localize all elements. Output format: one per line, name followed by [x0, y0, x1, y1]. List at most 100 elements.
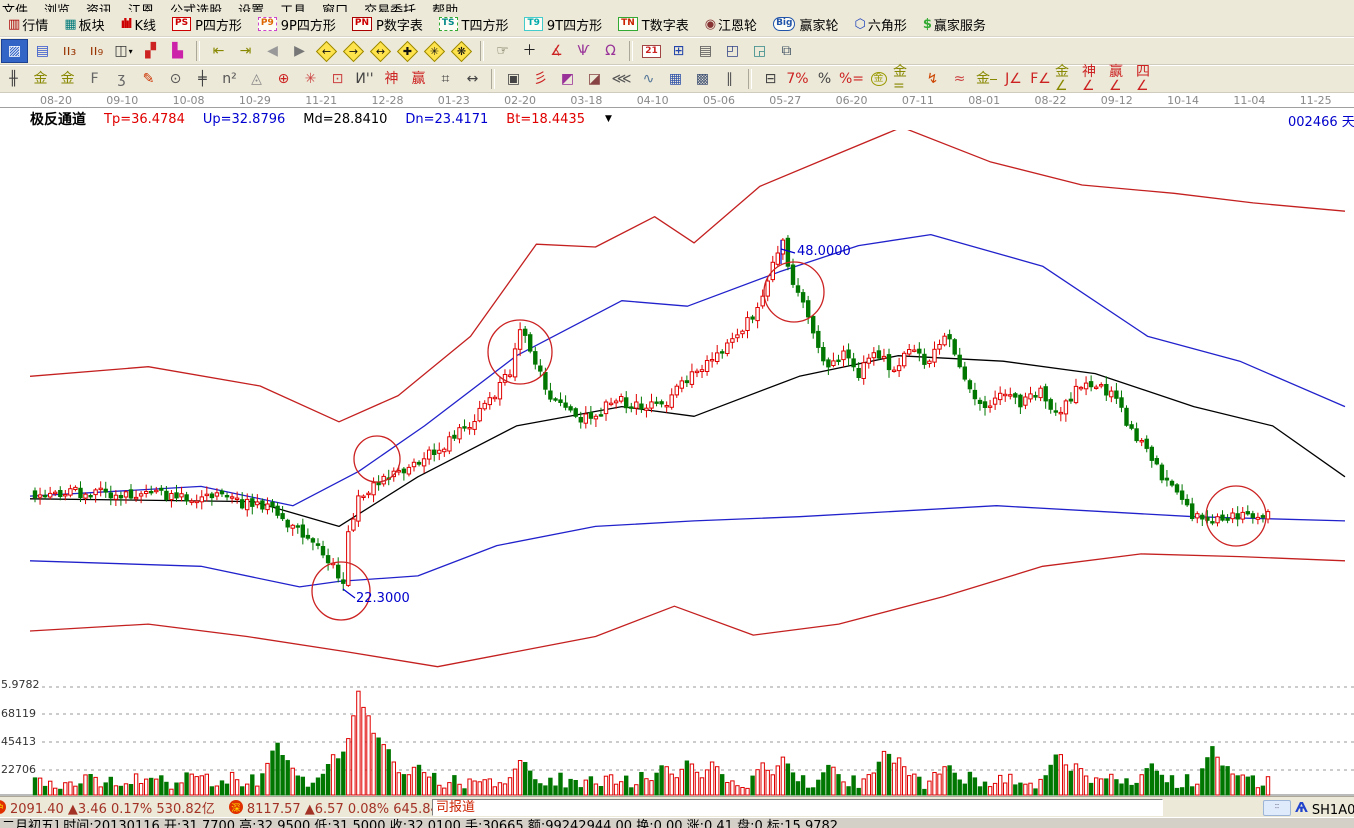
p-digit-table-button[interactable]: PN P数字表: [351, 15, 423, 34]
brush-icon[interactable]: ✎: [142, 71, 155, 87]
histogram-icon[interactable]: ▙: [172, 43, 183, 59]
gold-circle-icon[interactable]: 金: [866, 68, 891, 90]
gold-ruler-icon[interactable]: 金: [33, 71, 48, 87]
ruler-123-icon[interactable]: ⌗: [441, 71, 450, 87]
grid-target-icon[interactable]: ⊡: [331, 71, 344, 87]
spiral-icon[interactable]: ʒ: [117, 71, 126, 87]
main-chart[interactable]: 48.0000 22.3000: [0, 130, 1354, 796]
zoom-in-icon[interactable]: ❋: [449, 40, 474, 62]
menu-item[interactable]: 窗口: [322, 4, 349, 12]
calculator-icon[interactable]: ⊞: [672, 43, 685, 59]
shift-left-icon[interactable]: ←: [314, 40, 339, 62]
angle-a-icon[interactable]: ◬: [251, 71, 262, 87]
prev-icon[interactable]: ◀: [267, 43, 278, 59]
shift-right-icon[interactable]: →: [341, 40, 366, 62]
splitter-button[interactable]: ∶∶: [1263, 800, 1291, 816]
market-quotes-button[interactable]: ▥ 行情: [8, 15, 48, 34]
gold-ruler-2-icon[interactable]: 金: [60, 71, 75, 87]
menu-item[interactable]: 设置: [238, 4, 265, 12]
sectors-button[interactable]: ▦ 板块: [64, 15, 104, 34]
gann-tool-icon[interactable]: Ѱ: [577, 43, 590, 59]
j-angle-icon[interactable]: J∠: [1005, 71, 1022, 87]
f-ruler-icon[interactable]: F: [90, 71, 99, 87]
next-icon[interactable]: ▶: [294, 43, 305, 59]
menu-item[interactable]: 资讯: [86, 4, 113, 12]
last-page-icon[interactable]: ⇥: [239, 43, 252, 59]
t-square-button[interactable]: TS T四方形: [438, 15, 508, 34]
menu-item[interactable]: 文件: [2, 4, 29, 12]
percent-7-icon[interactable]: 7%: [786, 71, 809, 87]
drag-hand-icon[interactable]: ☞: [496, 43, 509, 59]
winner-service-button[interactable]: $ 赢家服务: [923, 15, 986, 34]
fan-box-icon[interactable]: ◩: [560, 71, 575, 87]
expand-x-icon[interactable]: ↔: [368, 40, 393, 62]
scale-bars-icon[interactable]: ⊟: [764, 71, 777, 87]
k-mark-icon[interactable]: И'': [355, 71, 374, 87]
chart-area[interactable]: 48.0000 22.3000 5.9782 68119 45413 22706: [0, 130, 1354, 796]
menu-bar: 文件 浏览 资讯 江恩 公式选股 设置 工具 窗口 交易委托 帮助: [0, 0, 1354, 12]
fan-lines-icon[interactable]: 彡: [533, 71, 548, 87]
tick-ruler-icon[interactable]: ╪: [198, 71, 207, 87]
calendar-icon[interactable]: 21: [639, 40, 664, 62]
n-square-icon[interactable]: n²: [222, 71, 237, 87]
menu-item[interactable]: 帮助: [432, 4, 459, 12]
menu-item[interactable]: 公式选股: [170, 4, 223, 12]
gold-angle-icon[interactable]: 金∠: [1055, 64, 1069, 94]
gold-bar-icon[interactable]: 金⎯: [976, 71, 997, 87]
notes-icon[interactable]: ▤: [698, 43, 713, 59]
t-digit-table-button[interactable]: TN T数字表: [618, 15, 689, 34]
win-tool-icon[interactable]: 赢: [411, 71, 426, 87]
mind-tool-icon[interactable]: Ω: [605, 43, 616, 59]
candle-flag-icon[interactable]: ↯: [926, 71, 939, 87]
gann-ruler-icon[interactable]: ╫: [9, 71, 18, 87]
indicator-dropdown-icon[interactable]: ▼: [604, 114, 612, 124]
map-icon[interactable]: ▞: [145, 43, 156, 59]
period-3-icon[interactable]: ıı₃: [62, 43, 77, 59]
kline-button[interactable]: ılıl K线: [121, 15, 156, 34]
export-image-icon[interactable]: ◲: [752, 43, 767, 59]
wave-icon[interactable]: ∿: [642, 71, 655, 87]
wave-band-icon[interactable]: ≈: [953, 71, 966, 87]
menu-item[interactable]: 江恩: [128, 4, 155, 12]
time-circle-icon[interactable]: ⊙: [169, 71, 182, 87]
angle-lines-icon[interactable]: ⋘: [611, 71, 632, 87]
zoom-out-icon[interactable]: ✳: [422, 40, 447, 62]
menu-item[interactable]: 工具: [280, 4, 307, 12]
shade-box-icon[interactable]: ◪: [587, 71, 602, 87]
print-icon[interactable]: ⧉: [781, 43, 792, 59]
hexagon-button[interactable]: ⬡ 六角形: [854, 15, 906, 34]
percent-line-icon[interactable]: %=: [838, 71, 865, 87]
menu-item[interactable]: 浏览: [44, 4, 71, 12]
span-arrow-icon[interactable]: ↔: [466, 71, 479, 87]
shen-angle-icon[interactable]: 神∠: [1082, 64, 1096, 94]
crosshair-icon[interactable]: ＋: [522, 43, 537, 59]
gold-line-icon[interactable]: 金=: [893, 64, 907, 94]
compress-x-icon[interactable]: ✚: [395, 40, 420, 62]
percent-icon[interactable]: %: [817, 71, 832, 87]
9p-square-button[interactable]: P9 9P四方形: [257, 15, 336, 34]
star-burst-icon[interactable]: ✳: [304, 71, 317, 87]
gann-wheel-button[interactable]: ◉ 江恩轮: [705, 15, 757, 34]
grid-blue-icon[interactable]: ▦: [668, 71, 683, 87]
period-9-icon[interactable]: ıı₉: [89, 43, 104, 59]
info-text: 二月初五] 时间:20130116 开:31.7700 高:32.9500 低:…: [2, 819, 839, 828]
angle-measure-icon[interactable]: ∡: [550, 43, 563, 59]
9t-square-button[interactable]: T9 9T四方形: [524, 15, 602, 34]
win-angle-icon[interactable]: 赢∠: [1109, 64, 1123, 94]
axis-label: 45413: [1, 735, 37, 748]
candle-style-icon[interactable]: ◫ ▾: [114, 43, 133, 59]
save-icon[interactable]: ◰: [725, 43, 740, 59]
stock-info-icon[interactable]: ▤: [35, 43, 50, 59]
parallel-lines-icon[interactable]: ∥: [726, 71, 733, 87]
four-angle-icon[interactable]: 四∠: [1136, 64, 1150, 94]
trend-chart-icon[interactable]: ▨: [1, 39, 28, 63]
first-page-icon[interactable]: ⇤: [212, 43, 225, 59]
f-angle-icon[interactable]: F∠: [1030, 71, 1051, 87]
winner-wheel-button[interactable]: Big 赢家轮: [773, 15, 838, 34]
target-icon[interactable]: ⊕: [277, 71, 290, 87]
menu-item[interactable]: 交易委托: [364, 4, 417, 12]
shen-tool-icon[interactable]: 神: [384, 71, 399, 87]
grid-dark-icon[interactable]: ▩: [695, 71, 710, 87]
box-tool-icon[interactable]: ▣: [506, 71, 521, 87]
p-square-button[interactable]: PS P四方形: [171, 15, 242, 34]
